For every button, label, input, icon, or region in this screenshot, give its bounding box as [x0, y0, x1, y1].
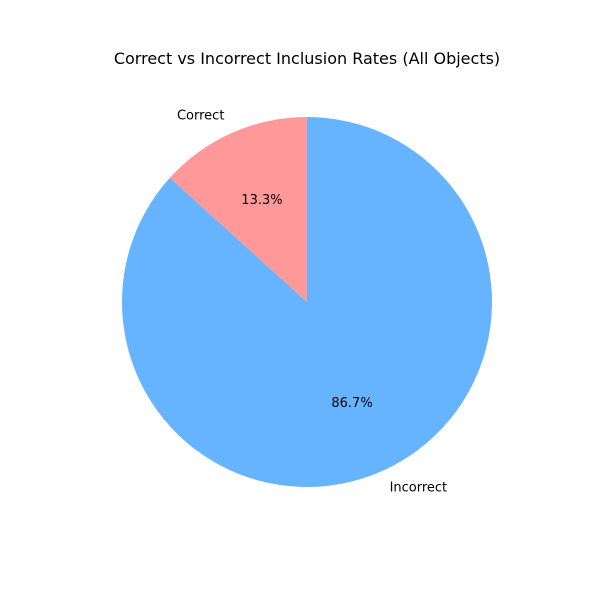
- slice-pct-incorrect: 86.7%: [331, 396, 372, 411]
- slice-label-incorrect: Incorrect: [390, 480, 448, 495]
- slice-pct-correct: 13.3%: [241, 193, 282, 208]
- pie-slice-correct: [169, 117, 307, 302]
- pie-slices: [121, 117, 492, 488]
- chart-title: Correct vs Incorrect Inclusion Rates (Al…: [114, 49, 500, 68]
- pie-slice-incorrect: [121, 117, 492, 488]
- slice-label-correct: Correct: [177, 109, 224, 124]
- pie-labels: Correct 13.3% Incorrect 86.7%: [177, 109, 447, 496]
